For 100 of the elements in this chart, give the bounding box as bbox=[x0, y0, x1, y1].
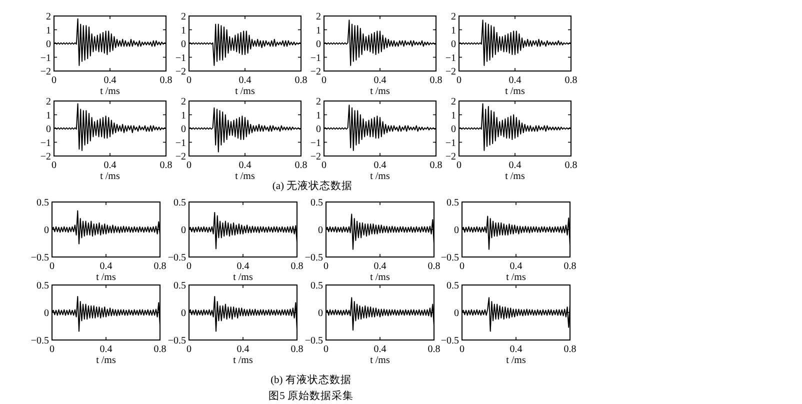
y-tick-label: −2 bbox=[40, 152, 51, 162]
x-tick-label: 0.4 bbox=[374, 344, 386, 355]
y-tick-label: −2 bbox=[445, 66, 456, 78]
x-tick-label: 0.8 bbox=[294, 160, 308, 171]
x-tick-label: 0.8 bbox=[430, 160, 442, 171]
x-axis-title: t /ms bbox=[100, 86, 120, 97]
y-tick-label: 0 bbox=[318, 225, 323, 236]
x-axis-title: t /ms bbox=[100, 171, 120, 182]
y-tick-label: −0.5 bbox=[30, 252, 49, 264]
x-tick-label: 0.8 bbox=[290, 344, 304, 355]
x-tick-label: 0.4 bbox=[374, 261, 386, 272]
x-tick-label: 0.4 bbox=[508, 75, 522, 86]
x-axis-title: t /ms bbox=[370, 86, 390, 97]
x-axis-title: t /ms bbox=[370, 272, 390, 283]
y-tick-label: −2 bbox=[175, 66, 186, 78]
x-tick-label: 0.4 bbox=[104, 160, 116, 171]
x-tick-label: 0.8 bbox=[160, 75, 172, 86]
y-tick-label: −1 bbox=[445, 138, 456, 149]
x-axis-title: t /ms bbox=[506, 272, 526, 283]
y-tick-label: 2 bbox=[46, 96, 51, 108]
y-tick-label: 0 bbox=[44, 225, 49, 236]
y-tick-label: −0.5 bbox=[30, 336, 49, 346]
y-tick-label: 0 bbox=[181, 39, 186, 50]
y-tick-label: −2 bbox=[310, 66, 321, 78]
y-tick-label: 0.5 bbox=[310, 198, 323, 208]
y-tick-label: 1 bbox=[46, 110, 51, 122]
x-tick-label: 0.8 bbox=[430, 75, 442, 86]
y-tick-label: 2 bbox=[181, 96, 186, 108]
y-tick-label: 0 bbox=[454, 308, 459, 319]
y-tick-label: −2 bbox=[445, 152, 456, 162]
x-tick-label: 0.8 bbox=[294, 75, 308, 86]
y-tick-label: −1 bbox=[40, 138, 51, 149]
caption: 图5 原始数据采集 bbox=[268, 389, 354, 402]
y-tick-label: 0 bbox=[318, 308, 323, 319]
y-tick-label: 0 bbox=[181, 225, 186, 236]
x-axis-title: t /ms bbox=[235, 86, 255, 97]
x-axis-title: t /ms bbox=[96, 272, 116, 283]
y-tick-label: 0 bbox=[44, 308, 49, 319]
x-axis-title: t /ms bbox=[370, 171, 390, 182]
y-tick-label: −1 bbox=[445, 52, 456, 64]
y-tick-label: 2 bbox=[316, 96, 321, 108]
x-tick-label: 0.8 bbox=[564, 75, 578, 86]
x-tick-label: 0.4 bbox=[236, 344, 250, 355]
x-tick-label: 0.4 bbox=[374, 75, 386, 86]
x-tick-label: 0.8 bbox=[154, 344, 166, 355]
y-tick-label: 1 bbox=[451, 25, 456, 36]
y-tick-label: 0.5 bbox=[446, 280, 459, 292]
x-tick-label: 0.4 bbox=[236, 261, 250, 272]
y-tick-label: 0 bbox=[181, 124, 186, 135]
y-tick-label: 0.5 bbox=[36, 198, 49, 208]
y-tick-label: 2 bbox=[451, 12, 456, 22]
y-tick-label: 2 bbox=[451, 96, 456, 108]
y-tick-label: −0.5 bbox=[304, 252, 323, 264]
text: (a) 无液状态数据 bbox=[272, 179, 353, 192]
y-tick-label: 2 bbox=[316, 12, 321, 22]
x-axis-title: t /ms bbox=[505, 86, 525, 97]
y-tick-label: 0.5 bbox=[174, 198, 186, 208]
y-tick-label: 0.5 bbox=[310, 280, 323, 292]
y-tick-label: 0.5 bbox=[174, 280, 186, 292]
x-axis-title: t /ms bbox=[505, 171, 525, 182]
y-tick-label: 1 bbox=[181, 25, 186, 36]
y-tick-label: 1 bbox=[316, 25, 321, 36]
y-tick-label: 0 bbox=[316, 124, 321, 135]
y-tick-label: −0.5 bbox=[304, 336, 323, 346]
y-tick-label: −0.5 bbox=[168, 252, 186, 264]
x-tick-label: 0.4 bbox=[104, 75, 116, 86]
text: (b) 有液状态数据 bbox=[270, 373, 352, 386]
y-tick-label: 2 bbox=[181, 12, 186, 22]
y-tick-label: 0 bbox=[451, 124, 456, 135]
y-tick-label: 1 bbox=[46, 25, 51, 36]
x-tick-label: 0.4 bbox=[238, 75, 252, 86]
x-tick-label: 0.8 bbox=[154, 261, 166, 272]
y-tick-label: −2 bbox=[40, 66, 51, 78]
y-tick-label: 0 bbox=[454, 225, 459, 236]
y-tick-label: −0.5 bbox=[168, 336, 186, 346]
y-tick-label: −1 bbox=[175, 138, 186, 149]
x-tick-label: 0.4 bbox=[510, 261, 522, 272]
x-tick-label: 0.8 bbox=[564, 261, 576, 272]
x-tick-label: 0.4 bbox=[100, 261, 112, 272]
y-tick-label: −0.5 bbox=[440, 252, 459, 264]
y-tick-label: 2 bbox=[46, 12, 51, 22]
y-tick-label: 1 bbox=[451, 110, 456, 122]
x-tick-label: 0.4 bbox=[100, 344, 112, 355]
y-tick-label: −1 bbox=[175, 52, 186, 64]
x-tick-label: 0.4 bbox=[510, 344, 522, 355]
x-axis-title: t /ms bbox=[233, 355, 253, 366]
y-tick-label: 0 bbox=[316, 39, 321, 50]
y-tick-label: 1 bbox=[181, 110, 186, 122]
y-tick-label: 0.5 bbox=[446, 198, 459, 208]
y-tick-label: −1 bbox=[40, 52, 51, 64]
y-tick-label: −0.5 bbox=[440, 336, 459, 346]
x-tick-label: 0.8 bbox=[428, 344, 440, 355]
y-tick-label: −2 bbox=[310, 152, 321, 162]
x-tick-label: 0.8 bbox=[564, 160, 578, 171]
y-tick-label: 0 bbox=[46, 124, 51, 135]
y-tick-label: 0.5 bbox=[36, 280, 49, 292]
y-tick-label: −1 bbox=[310, 138, 321, 149]
y-tick-label: 0 bbox=[181, 308, 186, 319]
x-tick-label: 0.8 bbox=[290, 261, 304, 272]
x-tick-label: 0.4 bbox=[508, 160, 522, 171]
